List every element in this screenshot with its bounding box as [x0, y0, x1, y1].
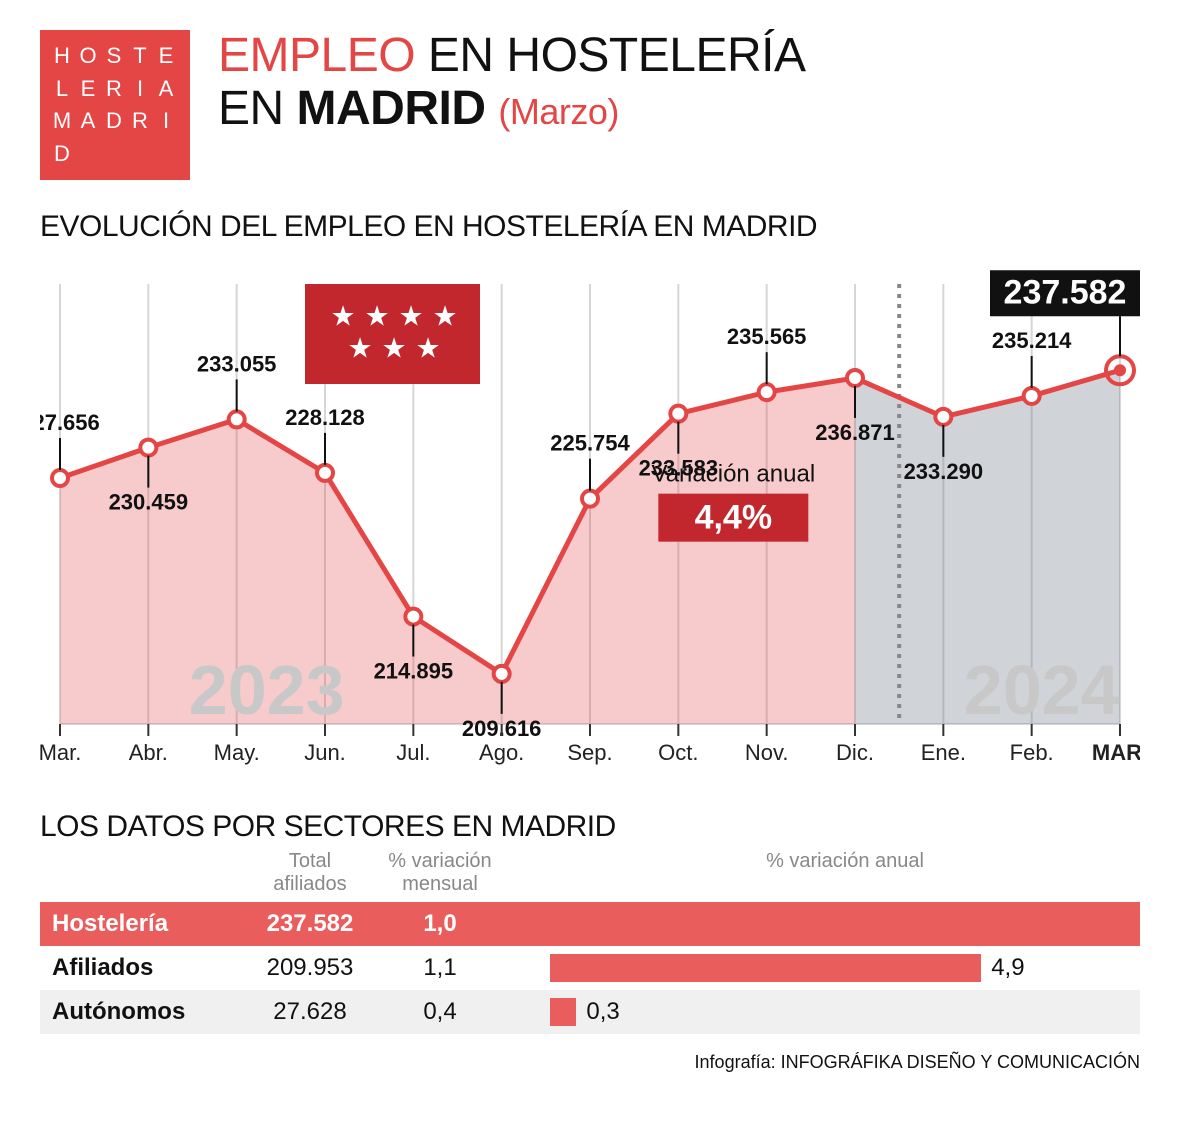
table-row: Afiliados209.9531,14,9: [40, 946, 1140, 990]
svg-text:236.871: 236.871: [815, 420, 895, 445]
svg-text:233.055: 233.055: [197, 351, 277, 376]
svg-text:★: ★: [330, 300, 355, 331]
chart-title: EVOLUCIÓN DEL EMPLEO EN HOSTELERÍA EN MA…: [40, 210, 1140, 244]
svg-text:Dic.: Dic.: [836, 740, 874, 765]
main-title: EMPLEO EN HOSTELERÍA EN MADRID (Marzo): [218, 30, 806, 136]
svg-text:Jun.: Jun.: [304, 740, 346, 765]
svg-text:Nov.: Nov.: [745, 740, 789, 765]
svg-text:Sep.: Sep.: [567, 740, 612, 765]
svg-text:Mar.: Mar.: [40, 740, 81, 765]
svg-text:Ago.: Ago.: [479, 740, 524, 765]
svg-text:230.459: 230.459: [109, 490, 189, 515]
svg-text:2023: 2023: [189, 651, 345, 729]
svg-text:Abr.: Abr.: [129, 740, 168, 765]
svg-text:227.656: 227.656: [40, 410, 100, 435]
svg-text:★: ★: [381, 332, 406, 363]
svg-text:237.582: 237.582: [1004, 273, 1127, 311]
svg-text:228.128: 228.128: [285, 405, 365, 430]
svg-text:★: ★: [415, 332, 440, 363]
brand-logo: HOSTELERIAMADRID: [40, 30, 190, 180]
employment-chart: 20232024★★★★★★★Variación anual4,4%227.65…: [40, 254, 1140, 784]
svg-text:225.754: 225.754: [550, 431, 630, 456]
svg-text:2024: 2024: [964, 651, 1120, 729]
svg-text:Ene.: Ene.: [921, 740, 966, 765]
svg-text:235.214: 235.214: [992, 328, 1072, 353]
credit: Infografía: INFOGRÁFIKA DISEÑO Y COMUNIC…: [40, 1052, 1140, 1073]
table-row: Hostelería237.5821,0: [40, 902, 1140, 946]
sectors-title: LOS DATOS POR SECTORES EN MADRID: [40, 810, 1140, 844]
svg-text:★: ★: [364, 300, 389, 331]
table-row: Autónomos27.6280,40,3: [40, 990, 1140, 1034]
svg-text:★: ★: [432, 300, 457, 331]
header: HOSTELERIAMADRID EMPLEO EN HOSTELERÍA EN…: [40, 30, 1140, 180]
svg-text:233.583: 233.583: [639, 456, 719, 481]
table-header: Total afiliados % variación mensual % va…: [40, 850, 1140, 896]
svg-text:★: ★: [347, 332, 372, 363]
svg-text:233.290: 233.290: [904, 459, 984, 484]
svg-text:Jul.: Jul.: [396, 740, 430, 765]
svg-text:235.565: 235.565: [727, 324, 807, 349]
svg-text:★: ★: [398, 300, 423, 331]
svg-text:Feb.: Feb.: [1010, 740, 1054, 765]
svg-text:Oct.: Oct.: [658, 740, 698, 765]
svg-text:MAR.: MAR.: [1092, 740, 1140, 765]
svg-text:4,4%: 4,4%: [695, 499, 773, 537]
svg-text:214.895: 214.895: [374, 659, 454, 684]
sectors-table: Total afiliados % variación mensual % va…: [40, 850, 1140, 1034]
svg-text:May.: May.: [214, 740, 260, 765]
